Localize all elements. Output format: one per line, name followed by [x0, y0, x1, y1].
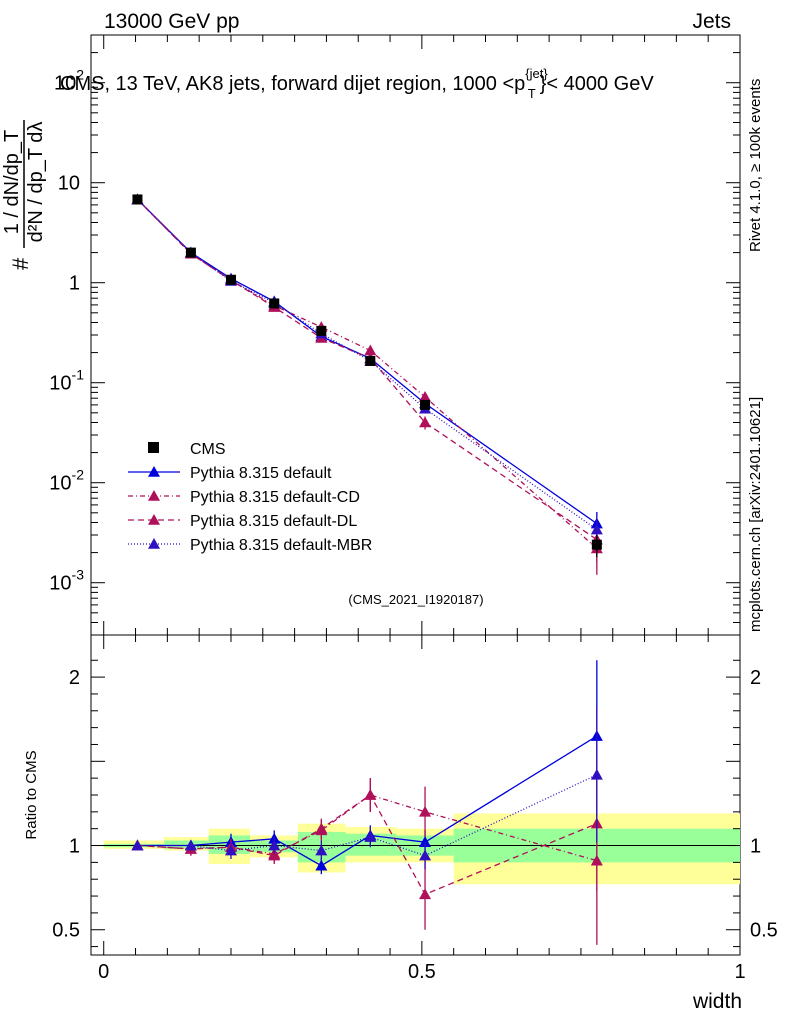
legend-label: Pythia 8.315 default	[190, 465, 332, 482]
data-point	[365, 355, 376, 366]
analysis-id-label: (CMS_2021_I1920187)	[348, 592, 483, 607]
ratio-series-marker	[419, 836, 432, 847]
main-series-marker	[364, 344, 377, 356]
y-tick-label: 10	[58, 173, 80, 195]
y-tick-label-base: 1	[69, 273, 80, 295]
legend-label: CMS	[190, 441, 226, 458]
ratio-plot-frame	[90, 634, 741, 956]
data-point	[269, 298, 280, 309]
main-y-axis-title: # 1 / dN/dp_T d²N / dp_T dλ	[1, 120, 47, 270]
ratio-y-tick-label-left: 0.5	[52, 920, 80, 942]
ratio-y-tick-label-left: 1	[69, 836, 80, 858]
ratio-y-tick-label-right: 2	[750, 667, 761, 689]
plot-title-main: CMS, 13 TeV, AK8 jets, forward dijet reg…	[60, 73, 525, 95]
ratio-series-line	[137, 774, 598, 857]
ratio-y-tick-label-left: 2	[69, 667, 80, 689]
legend-label: Pythia 8.315 default-MBR	[190, 537, 372, 554]
ratio-series-marker	[364, 831, 377, 842]
y-tick-label: 10-1	[49, 367, 84, 395]
ratio-series-marker	[315, 859, 328, 871]
legend-marker	[148, 466, 160, 477]
x-tick-label: 1	[734, 961, 745, 983]
y-tick-label: 10-2	[49, 467, 84, 495]
ratio-series-marker	[184, 839, 197, 851]
y-tick-label: 1	[69, 273, 80, 295]
y-tick-label: 10-3	[49, 567, 84, 595]
legend-label: Pythia 8.315 default-CD	[190, 489, 360, 506]
ratio-series-line	[137, 794, 598, 896]
y-tick-label-exp: 2	[76, 67, 84, 83]
ratio-axis-ticks: 0 0.5 10.5 0.51 12 2	[52, 635, 778, 983]
y-tick-label-base: 10	[49, 373, 71, 395]
legend-label: Pythia 8.315 default-DL	[190, 513, 357, 530]
ratio-series-group	[131, 660, 603, 945]
legend: CMS Pythia 8.315 default Pythia 8.315 defa…	[128, 441, 372, 554]
legend-marker	[148, 538, 160, 549]
ratio-y-tick-label-right: 0.5	[750, 920, 778, 942]
plot-title-end: }< 4000 GeV	[540, 73, 655, 95]
rivet-version-label: Rivet 4.1.0, ≥ 100k events	[747, 79, 764, 252]
ratio-y-tick-label-right: 1	[750, 836, 761, 858]
y-tick-label-exp: -2	[72, 467, 85, 483]
y-title-num: d²N / dp_T dλ	[25, 122, 47, 243]
ratio-series-marker	[419, 849, 432, 861]
plot-title-sup: {jet}	[525, 66, 548, 81]
plot-title-sub: T	[528, 86, 536, 101]
ratio-series-marker	[268, 849, 281, 861]
y-tick-label-base: 10	[49, 473, 71, 495]
data-point	[316, 325, 327, 336]
y-tick-label-base: 10	[54, 73, 76, 95]
legend-marker	[148, 442, 159, 453]
ratio-series-marker	[419, 888, 432, 900]
data-point	[132, 194, 143, 205]
y-tick-label-exp: -3	[72, 567, 85, 583]
data-point	[591, 539, 602, 550]
x-axis-title: width	[692, 990, 742, 1013]
ratio-series-marker	[224, 844, 237, 856]
ratio-series-marker	[364, 789, 377, 800]
main-series-line	[136, 199, 598, 531]
ratio-y-axis-title: Ratio to CMS	[23, 750, 40, 839]
y-tick-label-base: 10	[49, 573, 71, 595]
legend-marker	[148, 514, 160, 525]
ratio-series-marker	[419, 805, 432, 817]
ratio-series-marker	[315, 822, 328, 834]
x-tick-label: 0	[98, 961, 109, 983]
y-tick-label-base: 10	[58, 173, 80, 195]
ratio-series-line	[137, 735, 598, 867]
y-title-frac: 1 / dN/dp_T	[1, 130, 23, 235]
main-series-marker	[419, 416, 432, 428]
data-point	[185, 247, 196, 258]
data-point	[225, 274, 236, 285]
main-series-marker	[590, 523, 603, 535]
plot-title: CMS, 13 TeV, AK8 jets, forward dijet reg…	[60, 66, 654, 101]
y-tick-label: 102	[54, 67, 84, 95]
ratio-series-marker	[131, 839, 144, 851]
data-point	[420, 399, 431, 410]
y-title-hash: #	[8, 257, 33, 270]
x-tick-label: 0.5	[408, 961, 436, 983]
ratio-series-marker	[315, 844, 328, 856]
ratio-series-marker	[590, 768, 603, 780]
main-series-marker	[419, 390, 432, 402]
y-tick-label-exp: -1	[72, 367, 85, 383]
ratio-series-marker	[268, 839, 281, 851]
header-energy: 13000 GeV pp	[104, 10, 239, 33]
header-category: Jets	[692, 10, 731, 33]
main-series-group	[131, 193, 603, 575]
mcplots-label: mcplots.cern.ch [arXiv:2401.10621]	[747, 397, 764, 632]
main-plot-frame	[90, 34, 741, 636]
legend-marker	[148, 490, 160, 501]
ratio-band-green	[164, 840, 209, 849]
